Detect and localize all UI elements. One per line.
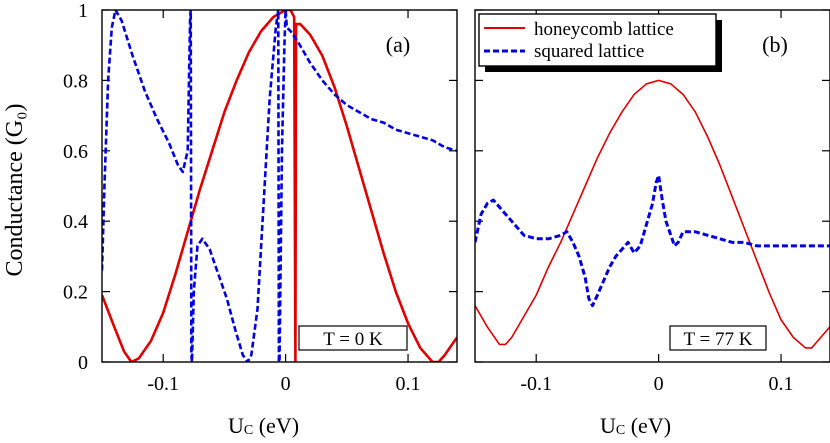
temperature-box-a (298, 325, 408, 351)
temperature-label-a: T = 0 K (323, 329, 383, 350)
temperature-box-b (669, 325, 767, 351)
x-tick-label: 0.1 (769, 373, 794, 395)
x-axis-label-b: UC (eV) (600, 413, 671, 438)
x-tick-label: 0 (654, 373, 664, 395)
squared-lattice-curve (475, 173, 830, 308)
x-axis-label-a: UC (eV) (228, 413, 299, 438)
panel-b-label: (b) (762, 32, 788, 57)
y-tick-label: 0.4 (63, 211, 88, 233)
x-tick-label: -0.1 (147, 373, 179, 395)
y-tick-label: 0 (78, 352, 88, 374)
panel-b: -0.1 0 0.1 (b) honeycomb lattice squared l… (474, 9, 830, 438)
y-axis-label: Conductance (G₀) (2, 104, 28, 277)
panel-a-frame (101, 9, 458, 363)
squared-lattice-curve (102, 10, 457, 362)
x-tick-label: 0 (281, 373, 291, 395)
y-tick-label: 0.6 (63, 141, 88, 163)
x-tick-label: 0.1 (396, 373, 421, 395)
y-tick-label: 1 (78, 0, 88, 22)
legend-label-squared: squared lattice (534, 41, 644, 62)
temperature-label-b: T = 77 K (684, 329, 753, 350)
x-tick-label: -0.1 (520, 373, 552, 395)
honeycomb-lattice-curve (102, 10, 457, 362)
panel-b-frame (474, 9, 830, 363)
y-tick-label: 0.8 (63, 70, 88, 92)
legend: honeycomb lattice squared lattice (478, 13, 722, 72)
y-tick-label: 0.2 (63, 282, 88, 304)
panel-a: -0.1 0 0.1 0 0.2 0.4 0.6 0.8 1 (a) T = 0 K UC (e… (63, 0, 458, 438)
legend-label-honeycomb: honeycomb lattice (534, 19, 674, 40)
panel-a-label: (a) (386, 32, 410, 57)
honeycomb-lattice-curve (475, 79, 830, 349)
